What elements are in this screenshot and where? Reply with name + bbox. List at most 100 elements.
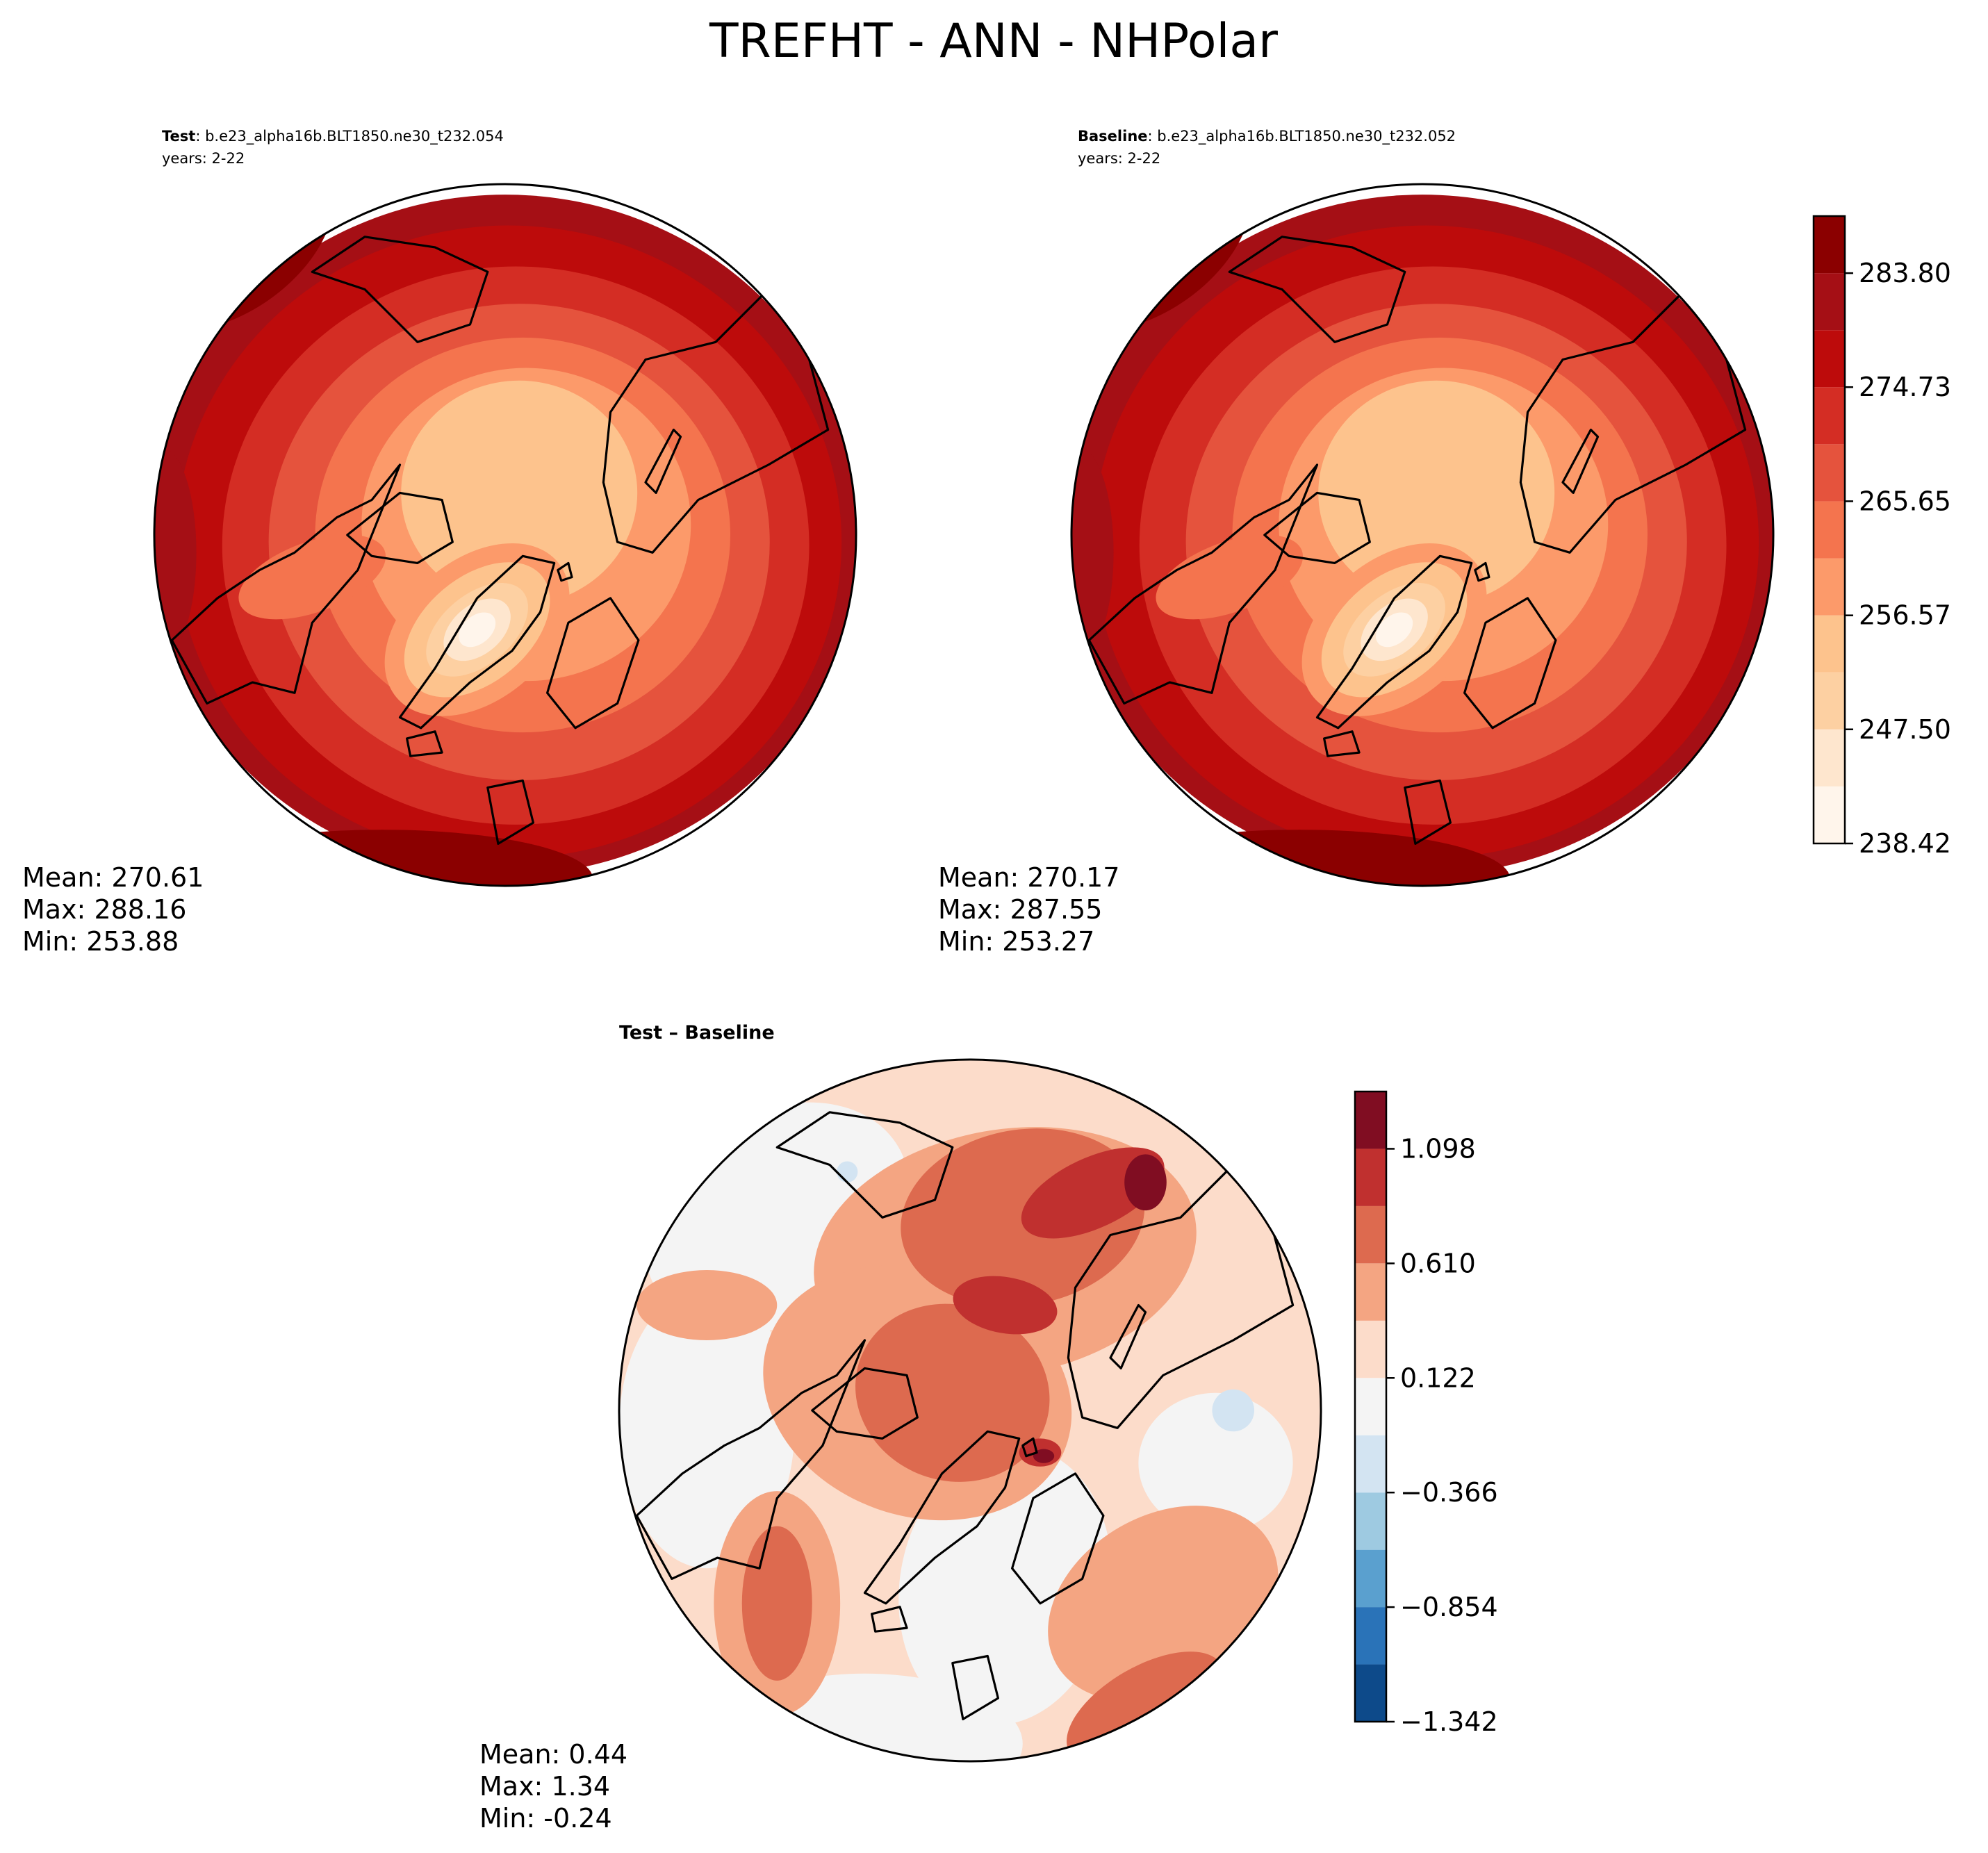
diff-contour-band <box>1033 1449 1055 1463</box>
difference-colorbar-tick-label: 0.122 <box>1400 1362 1476 1393</box>
baseline-coastline <box>1561 428 1600 494</box>
temperature-colorbar-tick-label: 256.57 <box>1859 600 1951 631</box>
diff-contour-band <box>953 1276 1058 1335</box>
difference-colorbar-tick-label: −0.366 <box>1400 1477 1498 1508</box>
diff-coastline <box>1067 1146 1295 1429</box>
temperature-colorbar-segment <box>1814 444 1845 502</box>
test-coastline <box>546 597 640 730</box>
baseline-label-rest: : b.e23_alpha16b.BLT1850.ne30_t232.052 <box>1148 128 1456 145</box>
test-contour-band <box>238 534 386 620</box>
difference-colorbar-segment <box>1355 1092 1386 1149</box>
test-stats: Mean: 270.61 Max: 288.16 Min: 253.88 <box>22 862 204 957</box>
diff-map-boundary <box>618 1058 1322 1763</box>
temperature-colorbar-segment <box>1814 273 1845 331</box>
baseline-coastline <box>1228 236 1406 343</box>
difference-colorbar-segment <box>1355 1148 1386 1206</box>
temperature-colorbar-tick-label: 283.80 <box>1859 258 1951 288</box>
baseline-contour-band <box>1156 534 1304 620</box>
difference-colorbar-segment <box>1355 1378 1386 1435</box>
baseline-contour-band <box>1376 612 1413 648</box>
test-map <box>154 184 856 886</box>
diff-coastline <box>811 1367 919 1440</box>
difference-colorbar-segment <box>1355 1320 1386 1378</box>
baseline-contour-band <box>1089 830 1511 886</box>
temperature-colorbar-tick-label: 238.42 <box>1859 828 1951 859</box>
baseline-map-boundary <box>1070 183 1775 887</box>
difference-colorbar-segment <box>1355 1492 1386 1550</box>
difference-colorbar-frame <box>1354 1090 1388 1723</box>
test-contour-band <box>459 612 496 648</box>
test-coastline <box>557 561 573 582</box>
diff-contour-band <box>636 1270 778 1340</box>
test-contour-band <box>401 380 638 606</box>
baseline-coastline <box>1315 554 1473 730</box>
test-stat-max: Max: 288.16 <box>22 894 186 925</box>
diff-coastline <box>1011 1472 1105 1605</box>
temperature-colorbar-segment <box>1814 387 1845 445</box>
temperature-colorbar-segment <box>1814 615 1845 673</box>
figure-title: TREFHT - ANN - NHPolar <box>709 14 1278 69</box>
diff-coastline <box>775 1111 954 1219</box>
baseline-map <box>1071 184 1773 886</box>
diff-contour-band <box>1212 1389 1255 1432</box>
diff-coastline <box>1109 1303 1147 1369</box>
baseline-stats: Mean: 270.17 Max: 287.55 Min: 253.27 <box>938 862 1119 957</box>
test-coastline <box>398 554 556 730</box>
temperature-colorbar-segment <box>1814 330 1845 388</box>
baseline-coastline <box>1323 730 1361 757</box>
difference-colorbar-segment <box>1355 1435 1386 1493</box>
test-coastline <box>346 491 454 564</box>
diff-stats: Mean: 0.44 Max: 1.34 Min: -0.24 <box>479 1739 627 1834</box>
test-coastline <box>644 428 682 494</box>
baseline-contour-band <box>1318 380 1555 606</box>
baseline-coastline <box>1519 270 1747 554</box>
diff-coastline <box>871 1606 908 1633</box>
temperature-colorbar-segment <box>1814 216 1845 274</box>
diff-stat-max: Max: 1.34 <box>479 1771 610 1802</box>
test-label-bold: Test <box>162 128 195 145</box>
diff-map <box>619 1060 1321 1761</box>
diff-coastline <box>1021 1437 1038 1458</box>
difference-colorbar-tick-label: −1.342 <box>1400 1706 1498 1737</box>
diff-contour-band <box>1138 1392 1293 1533</box>
temperature-colorbar-frame <box>1812 215 1846 845</box>
difference-colorbar-tick-label: −0.854 <box>1400 1592 1498 1622</box>
difference-colorbar-segment <box>1355 1549 1386 1608</box>
diff-contour-band <box>1048 1506 1279 1702</box>
difference-colorbar-segment <box>1355 1607 1386 1665</box>
baseline-label-bold: Baseline <box>1078 128 1148 145</box>
test-contour-band <box>154 447 197 658</box>
baseline-coastline <box>1474 561 1490 582</box>
temperature-colorbar-tick-label: 265.65 <box>1859 486 1951 516</box>
test-label-rest: : b.e23_alpha16b.BLT1850.ne30_t232.054 <box>195 128 504 145</box>
diff-contour-band <box>707 1673 1023 1761</box>
difference-colorbar-segment <box>1355 1263 1386 1321</box>
test-stat-mean: Mean: 270.61 <box>22 862 204 893</box>
diff-contour-band <box>1124 1154 1167 1211</box>
difference-colorbar-tick-label: 1.098 <box>1400 1133 1476 1164</box>
baseline-stat-mean: Mean: 270.17 <box>938 862 1119 893</box>
test-label: Test: b.e23_alpha16b.BLT1850.ne30_t232.0… <box>162 128 504 145</box>
diff-stat-mean: Mean: 0.44 <box>479 1739 627 1770</box>
baseline-label: Baseline: b.e23_alpha16b.BLT1850.ne30_t2… <box>1078 128 1456 145</box>
test-coastline <box>170 463 402 705</box>
temperature-colorbar-segment <box>1814 786 1845 843</box>
temperature-colorbar-segment <box>1814 672 1845 730</box>
temperature-colorbar-segment <box>1814 558 1845 616</box>
test-coastline <box>406 730 443 757</box>
diff-contour-band <box>741 1526 812 1681</box>
colorbar-temperature: 238.42 247.50 256.57 265.65 274.73 283.80 <box>1812 215 1951 859</box>
test-coastline <box>602 270 830 554</box>
temperature-colorbar-segment <box>1814 501 1845 559</box>
diff-title: Test – Baseline <box>619 1022 775 1044</box>
difference-colorbar-tick-label: 0.610 <box>1400 1248 1476 1278</box>
temperature-colorbar-segment <box>1814 729 1845 787</box>
test-years: years: 2-22 <box>162 150 245 167</box>
temperature-colorbar-tick-label: 247.50 <box>1859 714 1951 745</box>
colorbar-difference: −1.342 −0.854 −0.366 0.122 0.610 1.098 <box>1354 1090 1498 1737</box>
baseline-stat-max: Max: 287.55 <box>938 894 1102 925</box>
test-coastline <box>311 236 489 343</box>
diff-contour-band <box>837 1161 858 1183</box>
test-stat-min: Min: 253.88 <box>22 926 179 957</box>
